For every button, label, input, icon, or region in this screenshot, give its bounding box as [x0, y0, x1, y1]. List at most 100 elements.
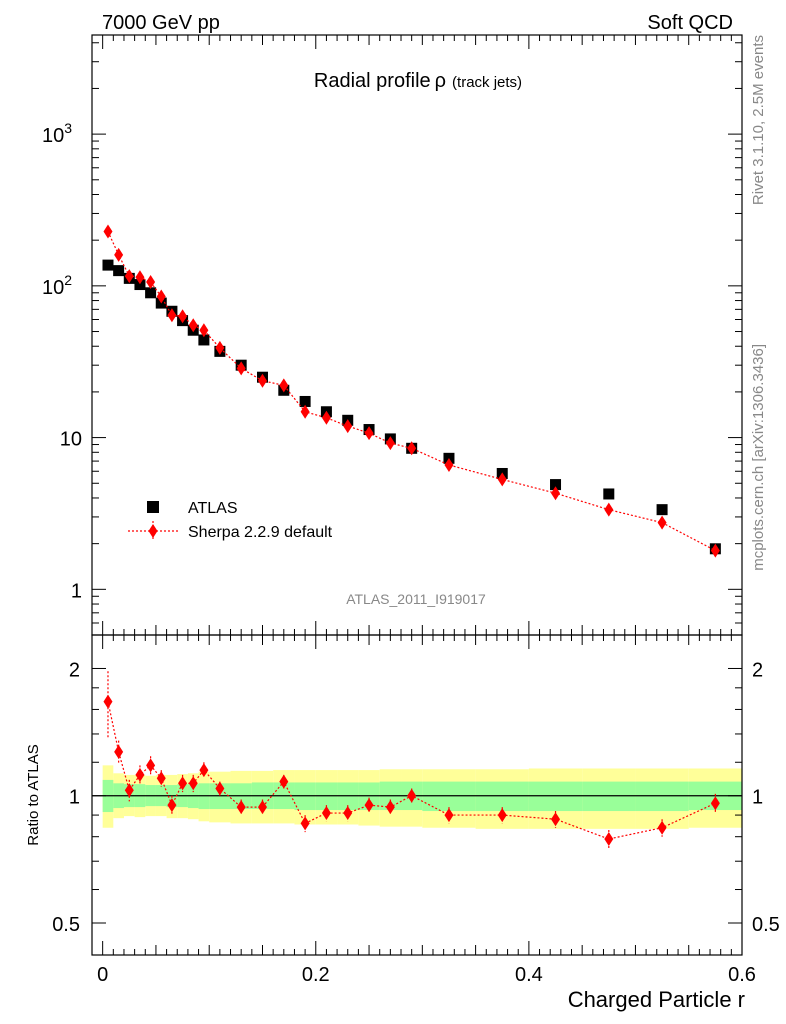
sherpa-data-point — [124, 269, 134, 284]
analysis-label: ATLAS_2011_I919017 — [346, 591, 486, 607]
sherpa-data-point — [657, 515, 667, 530]
sherpa-data-point — [135, 270, 145, 285]
ratio-xtick-label: 0.4 — [515, 964, 543, 986]
ratio-data-point — [279, 774, 289, 789]
ticks-layer: 1 10 102 103 0 0.2 0.4 0.6 0.5 0.5 1 1 2 2 — [42, 35, 780, 986]
ratio-data-point — [300, 816, 310, 831]
ratio-xtick-label: 0.6 — [728, 964, 756, 986]
sherpa-data-point — [199, 323, 209, 338]
ratio-data-point — [551, 812, 561, 827]
legend-sherpa-marker — [148, 524, 158, 538]
ratio-plot-frame — [91, 634, 743, 956]
sherpa-data-point — [300, 404, 310, 419]
ratio-ytick-label-left: 2 — [69, 659, 80, 681]
atlas-data-point — [198, 334, 210, 346]
ratio-data-point — [146, 758, 156, 773]
ratio-data-point — [321, 806, 331, 821]
ratio-data-point — [124, 783, 134, 798]
sherpa-data-point — [114, 247, 124, 262]
ratio-ytick-label-left: 0.5 — [52, 914, 80, 936]
sherpa-data-point — [156, 289, 166, 304]
side-text-mcplots: mcplots.cern.ch [arXiv:1306.3436] — [750, 344, 767, 571]
sherpa-data-point — [146, 275, 156, 290]
ratio-xtick-label: 0.2 — [302, 964, 330, 986]
plot-title-main: Radial profile — [314, 70, 431, 92]
sherpa-line — [107, 231, 716, 552]
sherpa-data-point — [236, 361, 246, 376]
atlas-data-point — [145, 287, 157, 299]
legend-atlas-marker — [147, 501, 159, 513]
ratio-ytick-label-left: 1 — [69, 787, 80, 809]
ratio-ytick-label-right: 2 — [752, 659, 763, 681]
ratio-data-point — [178, 776, 188, 791]
sherpa-data-point — [257, 373, 267, 388]
ratio-data-point — [444, 808, 454, 823]
ratio-data-point — [156, 771, 166, 786]
main-ytick-label: 102 — [42, 272, 72, 299]
main-ytick-label: 1 — [71, 580, 82, 602]
ratio-xtick-label: 0 — [97, 964, 108, 986]
x-axis-label: Charged Particle r — [568, 987, 745, 1012]
sherpa-data-point — [604, 502, 614, 517]
main-ytick-label: 10 — [60, 429, 82, 451]
atlas-data-point — [299, 395, 311, 407]
sherpa-data-point — [103, 224, 113, 239]
main-series-layer — [102, 224, 721, 558]
sherpa-data-point — [364, 426, 374, 441]
main-ytick-label: 103 — [42, 120, 72, 147]
plot-title: Radial profile ρ (track jets) — [314, 70, 522, 92]
ratio-data-point — [114, 744, 124, 759]
sherpa-data-point — [321, 410, 331, 425]
atlas-data-point — [134, 279, 146, 291]
atlas-data-point — [102, 259, 114, 271]
sherpa-data-point — [188, 318, 198, 333]
header-right: Soft QCD — [647, 12, 733, 34]
ratio-data-point — [657, 820, 667, 835]
atlas-data-point — [603, 488, 615, 500]
sherpa-data-point — [497, 472, 507, 487]
ratio-data-point — [710, 796, 720, 811]
sherpa-data-point — [710, 543, 720, 558]
ratio-data-point — [199, 763, 209, 778]
atlas-data-point — [113, 265, 125, 277]
plot-title-symbol: ρ — [435, 70, 446, 92]
legend-atlas-label: ATLAS — [188, 500, 238, 517]
ratio-data-point — [103, 694, 113, 709]
atlas-data-point — [550, 479, 562, 491]
ratio-data-point — [215, 781, 225, 796]
header-left: 7000 GeV pp — [102, 12, 220, 34]
frames-layer — [91, 34, 743, 956]
legend-sherpa-label: Sherpa 2.2.9 default — [188, 524, 333, 541]
sherpa-data-point — [178, 309, 188, 324]
legend: ATLAS Sherpa 2.2.9 default — [128, 500, 333, 541]
plot-subtitle: (track jets) — [452, 74, 522, 91]
ratio-data-point — [385, 800, 395, 815]
sherpa-data-point — [215, 340, 225, 355]
ratio-data-point — [604, 832, 614, 847]
side-text-rivet: Rivet 3.1.10, 2.5M events — [750, 35, 767, 205]
ratio-sherpa-line — [107, 701, 716, 840]
ratio-data-point — [497, 808, 507, 823]
ratio-series-layer — [103, 671, 720, 849]
sherpa-data-point — [551, 486, 561, 501]
ratio-data-point — [407, 788, 417, 803]
ratio-ytick-label-right: 0.5 — [752, 914, 780, 936]
atlas-data-point — [656, 504, 668, 516]
ratio-ytick-label-right: 1 — [752, 787, 763, 809]
ratio-band-layer — [102, 765, 742, 829]
ratio-ylabel: Ratio to ATLAS — [25, 744, 42, 845]
ratio-data-point — [364, 798, 374, 813]
ratio-data-point — [343, 806, 353, 821]
ratio-data-point — [236, 800, 246, 815]
sherpa-data-point — [407, 441, 417, 456]
ratio-data-point — [188, 776, 198, 791]
sherpa-data-point — [385, 436, 395, 451]
sherpa-data-point — [167, 308, 177, 323]
sherpa-data-point — [444, 457, 454, 472]
ratio-data-point — [167, 798, 177, 813]
sherpa-data-point — [279, 378, 289, 393]
ratio-data-point — [135, 767, 145, 782]
sherpa-data-point — [343, 419, 353, 434]
ratio-data-point — [257, 800, 267, 815]
